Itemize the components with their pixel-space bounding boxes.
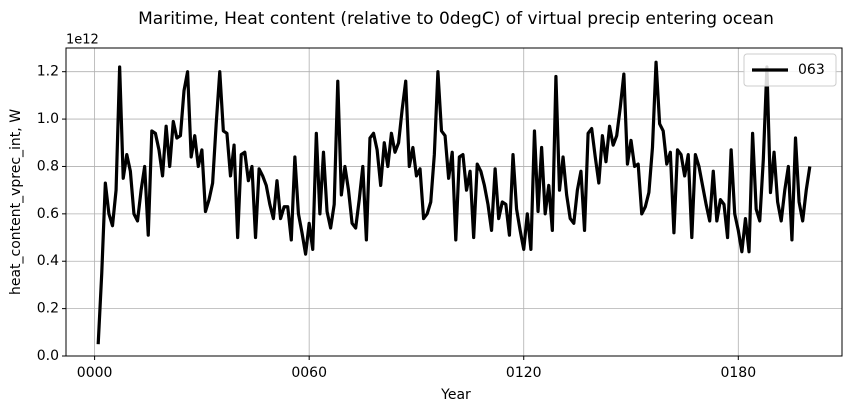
line-series	[96, 60, 812, 345]
y-tick-label: 0.6	[37, 206, 59, 222]
x-tick-label: 0180	[720, 365, 756, 381]
legend-box	[743, 53, 837, 87]
chart-title: Maritime, Heat content (relative to 0deg…	[138, 9, 774, 29]
x-tick-label: 0120	[506, 365, 542, 381]
x-axis-label: Year	[440, 387, 471, 403]
y-tick-label: 0.4	[37, 253, 59, 269]
plot-frame	[65, 47, 843, 357]
y-axis-label: heat_content_vprec_int, W	[8, 109, 24, 295]
y-tick-label: 0.2	[37, 301, 59, 317]
y-offset-label: 1e12	[66, 33, 99, 48]
legend-label: 063	[798, 62, 825, 78]
y-tick-label: 0.0	[37, 348, 59, 364]
y-tick-label: 0.8	[37, 158, 59, 174]
x-tick-label: 0000	[77, 365, 113, 381]
y-tick-label: 1.2	[37, 64, 59, 80]
x-tick-label: 0060	[291, 365, 327, 381]
y-tick-label: 1.0	[37, 111, 59, 127]
